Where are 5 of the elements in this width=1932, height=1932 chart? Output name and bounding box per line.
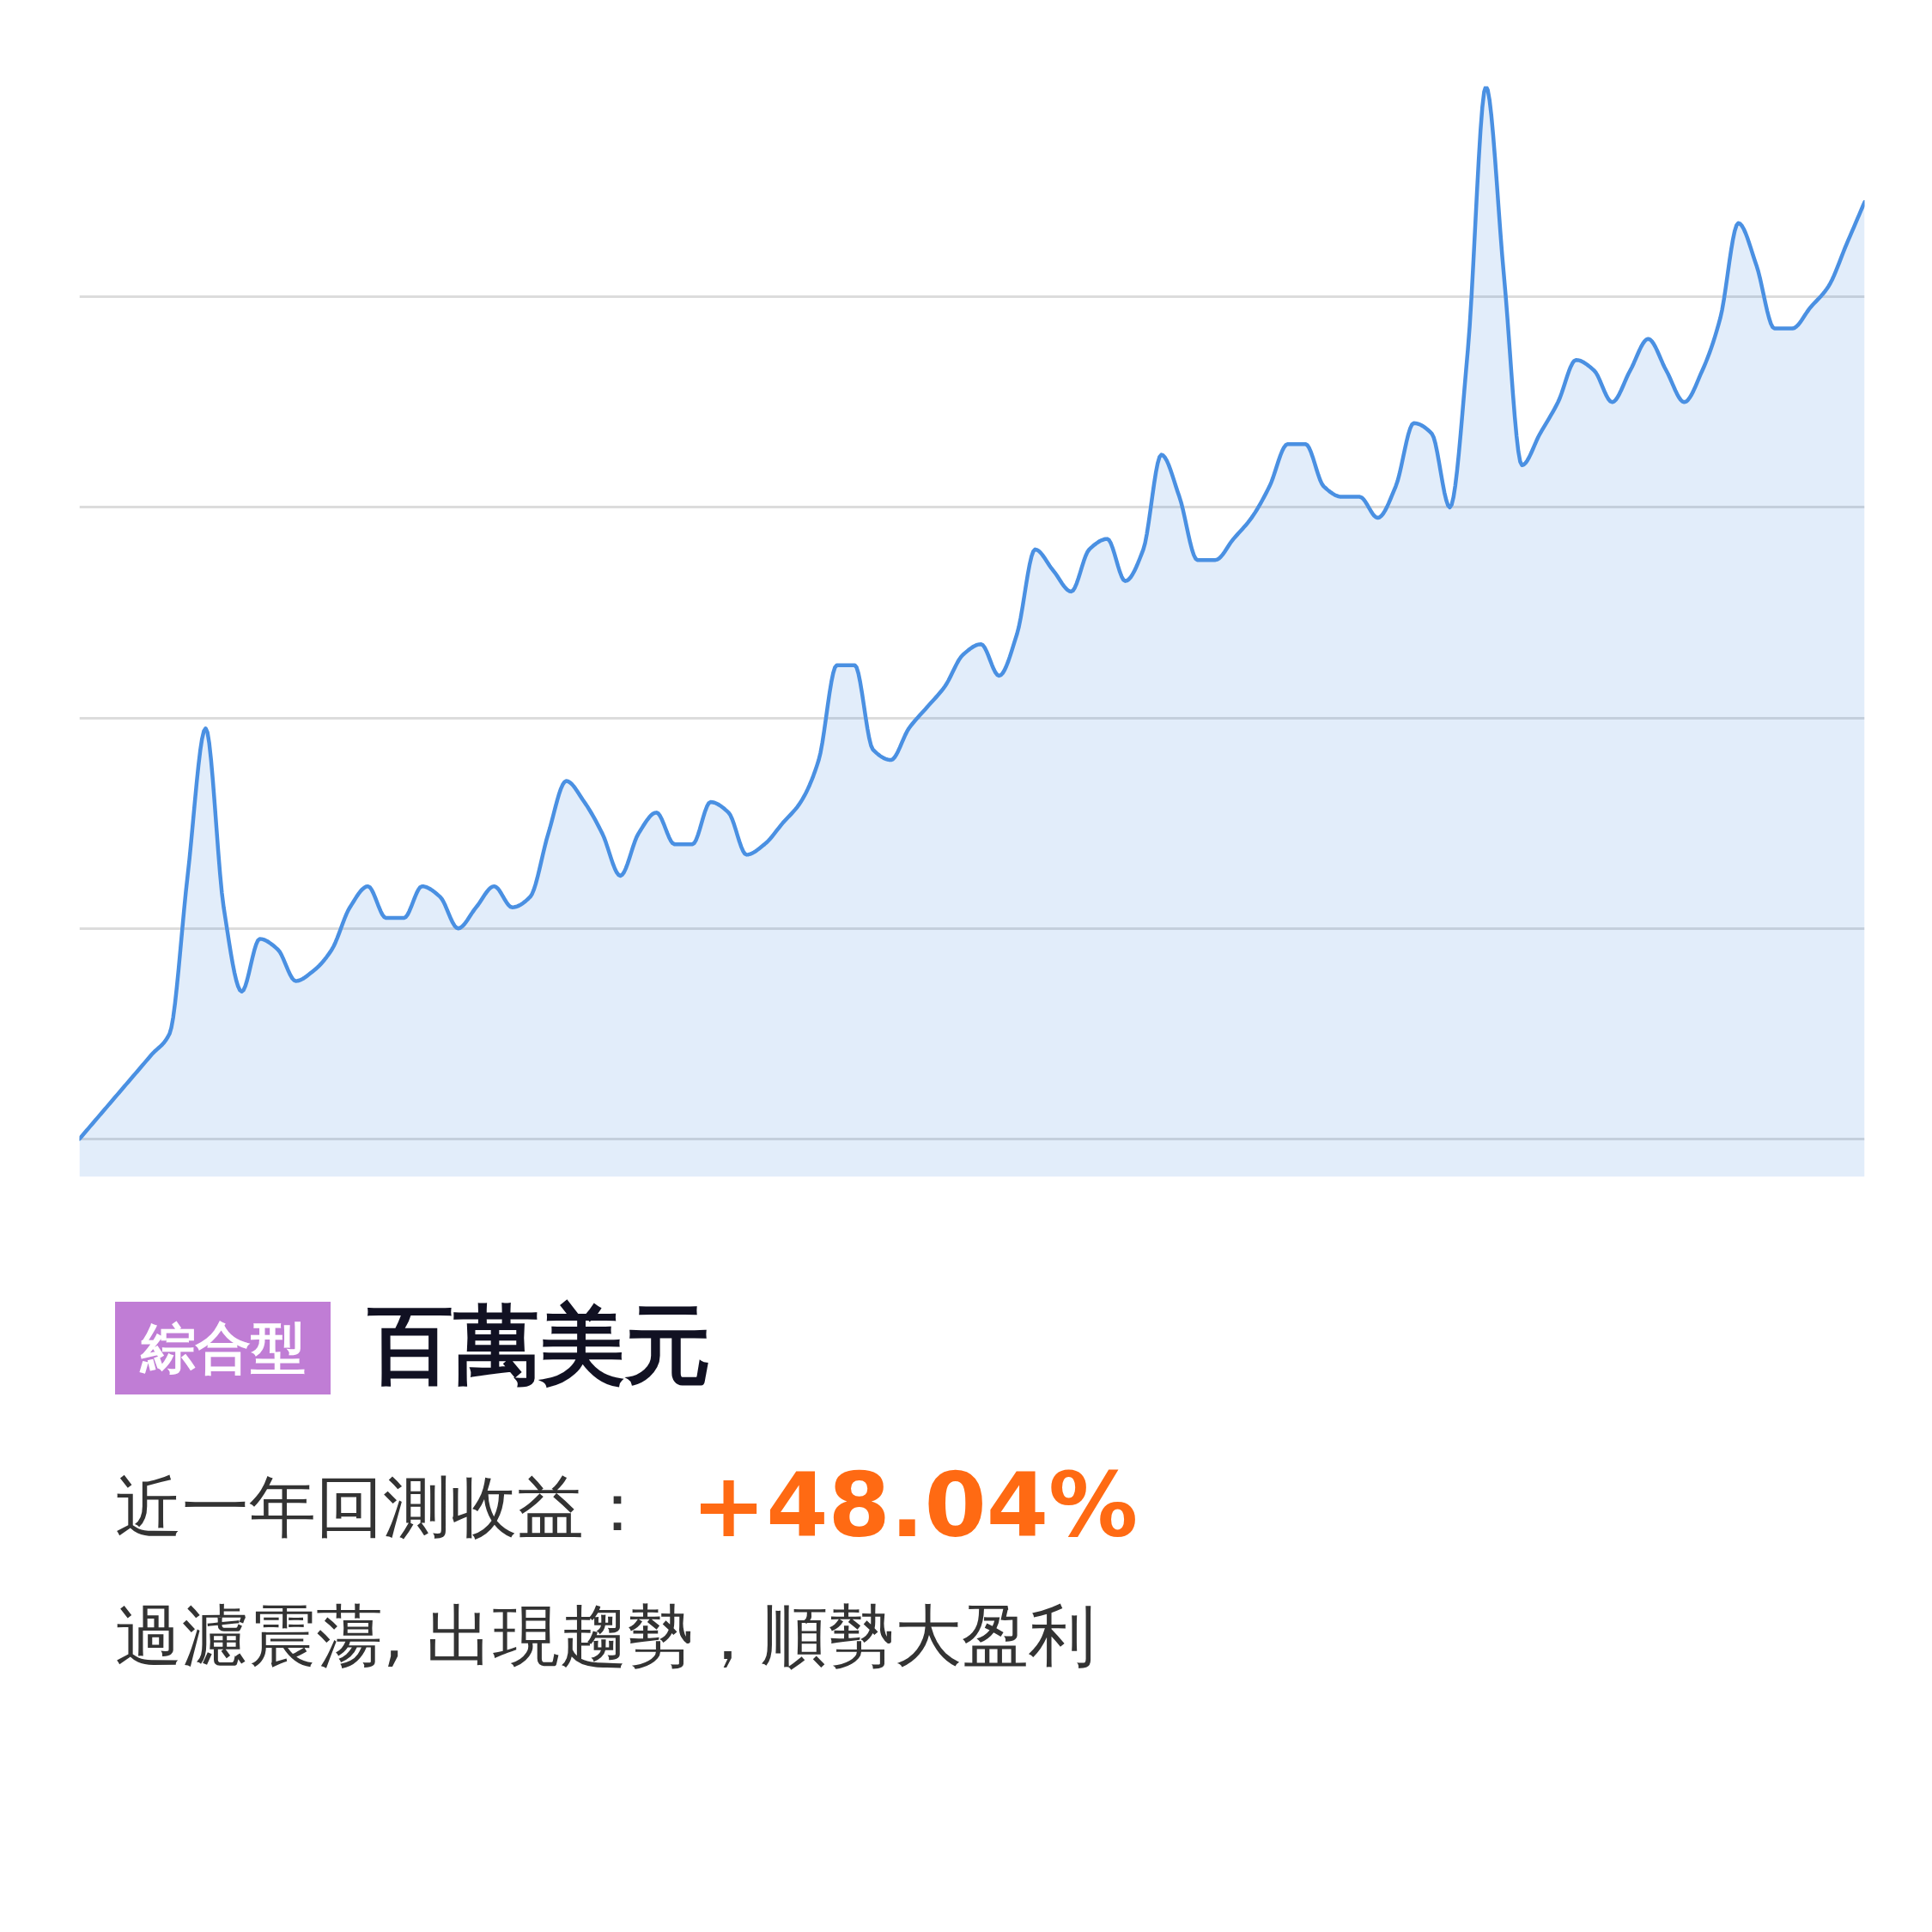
text: 綜合型 (115, 1302, 331, 1394)
text: 過濾震蕩, 出現趨勢，順勢大盈利 (115, 1596, 1096, 1676)
text: +48.04% (691, 1453, 1139, 1558)
text: 百萬美元 (368, 1294, 711, 1397)
text: 近一年回測收益： (115, 1467, 651, 1547)
